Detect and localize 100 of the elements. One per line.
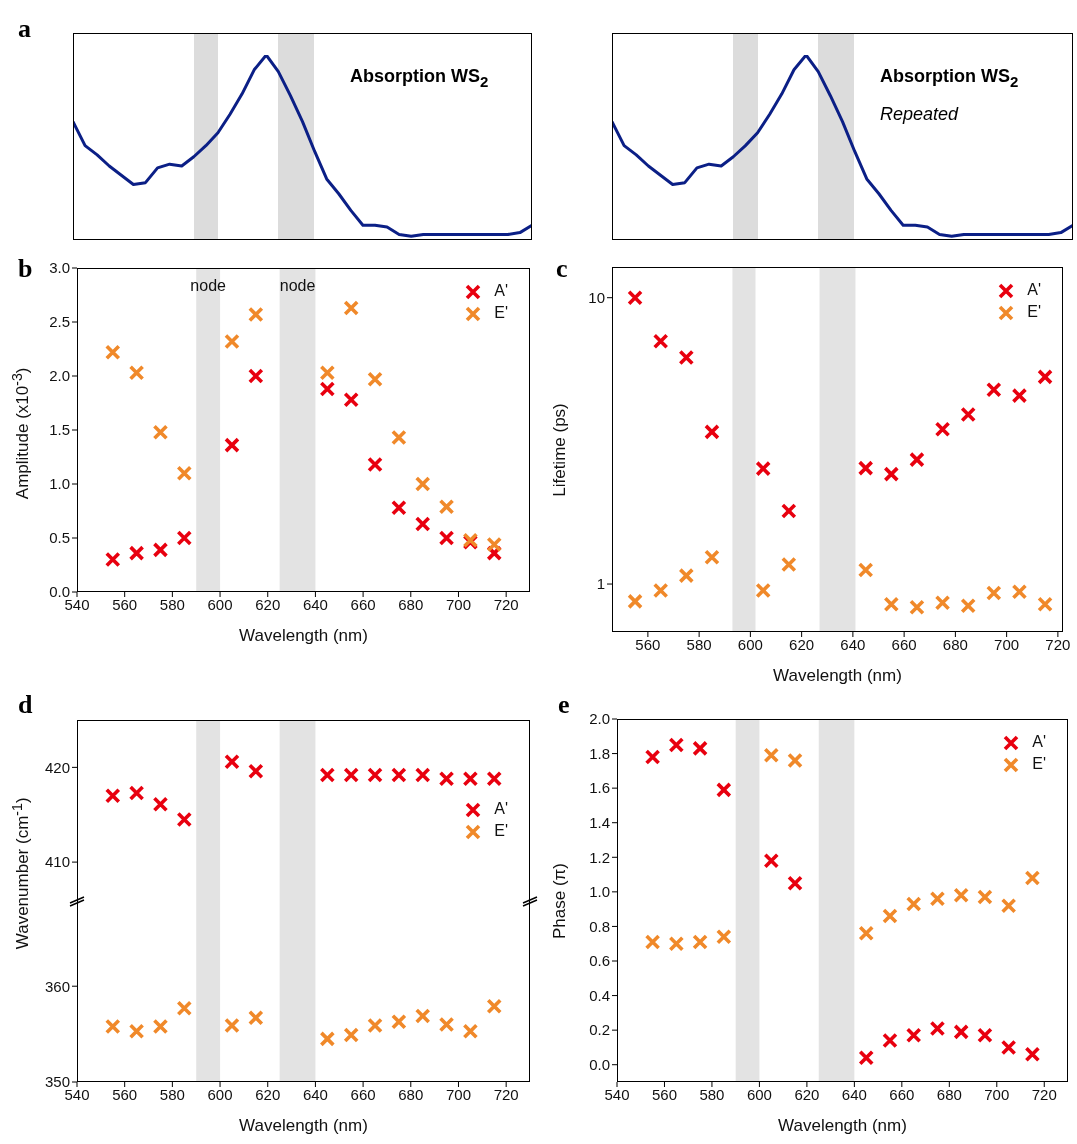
point [857,460,874,476]
point [858,1050,875,1066]
point [104,344,121,361]
point [977,1027,993,1044]
x-tick-label: 560 [635,635,661,653]
x-tick-label: 720 [493,1085,519,1103]
legend-label: A' [494,800,508,817]
point [644,934,661,950]
point [438,498,455,515]
y-tick-label: 0.0 [49,583,70,601]
legend-label: A' [1027,281,1041,298]
y-tick-label: 1.4 [589,814,610,832]
x-tick-label: 580 [159,1085,185,1103]
point [960,597,976,614]
y-tick-label: 2.0 [589,710,610,728]
x-tick-label: 560 [651,1085,677,1103]
point [391,429,407,446]
legend-label: A' [494,282,508,299]
x-tick-label: 680 [942,635,968,653]
x-tick-label: 580 [699,1085,725,1103]
point [704,424,720,440]
x-tick-label: 720 [1031,1085,1057,1103]
point [882,1032,898,1049]
x-tick-label: 560 [112,595,138,613]
legend-label: E' [1032,755,1046,772]
point [343,300,359,316]
y-tick-label: 2.0 [49,367,70,385]
point [986,381,1002,398]
y-tick-label: 420 [44,758,70,776]
y-tick-label: 350 [44,1073,70,1091]
x-axis-title: Wavelength (nm) [238,1116,369,1136]
x-tick-label: 640 [841,1085,867,1103]
point [781,556,797,573]
x-tick-label: 640 [840,635,866,653]
x-tick-label: 700 [445,1085,471,1103]
point [692,740,708,757]
point [763,747,780,764]
y-tick-label: 0.5 [49,529,70,547]
point [438,1016,455,1033]
point [224,1017,240,1034]
point [1000,1039,1017,1056]
x-tick-label: 620 [255,595,281,613]
point [977,889,993,905]
point [763,852,780,869]
point [627,289,643,306]
point [176,530,193,546]
x-axis-title: Wavelength (nm) [772,666,903,686]
point [668,935,685,952]
point [367,1017,383,1034]
point [414,1008,431,1024]
x-tick-label: 580 [686,635,712,653]
x-tick-label: 660 [350,1085,376,1103]
point [319,364,336,381]
x-tick-label: 700 [984,1085,1010,1103]
point [248,306,264,323]
point [627,593,643,610]
x-tick-label: 640 [302,595,328,613]
point [176,465,193,481]
point [781,503,797,519]
point [652,333,669,350]
y-tick-label: 1.8 [589,744,610,762]
point [644,749,661,765]
y-tick-label: 1.0 [49,475,70,493]
point [1000,897,1017,914]
point [391,767,407,783]
annotation: Repeated [880,104,959,125]
point [1024,1046,1041,1063]
legend-label: E' [1027,303,1041,320]
point [152,796,169,813]
point [905,1027,922,1044]
point [953,1024,969,1040]
point [343,767,359,783]
point [929,890,946,907]
y-tick-label: 0.4 [589,986,610,1004]
legend-label: A' [1032,733,1046,750]
point [414,767,431,783]
x-tick-label: 700 [445,595,471,613]
y-tick-label: 1.5 [49,421,70,439]
point [1037,369,1053,385]
point [176,1000,193,1017]
x-tick-label: 720 [493,595,519,613]
point [934,421,951,438]
x-tick-label: 620 [789,635,815,653]
x-tick-label: 680 [936,1085,962,1103]
point [934,595,951,611]
point [909,451,925,468]
point [462,1023,479,1040]
chart-title: d [18,690,33,720]
point [1037,596,1053,613]
point [755,460,771,477]
x-tick-label: 580 [159,595,185,613]
point [704,549,720,566]
point [343,1027,359,1043]
point [367,371,383,388]
point [486,536,503,553]
chart-title: c [556,254,568,284]
point [152,542,169,558]
point [319,1031,336,1047]
x-tick-label: 600 [207,595,233,613]
point [1011,583,1028,600]
